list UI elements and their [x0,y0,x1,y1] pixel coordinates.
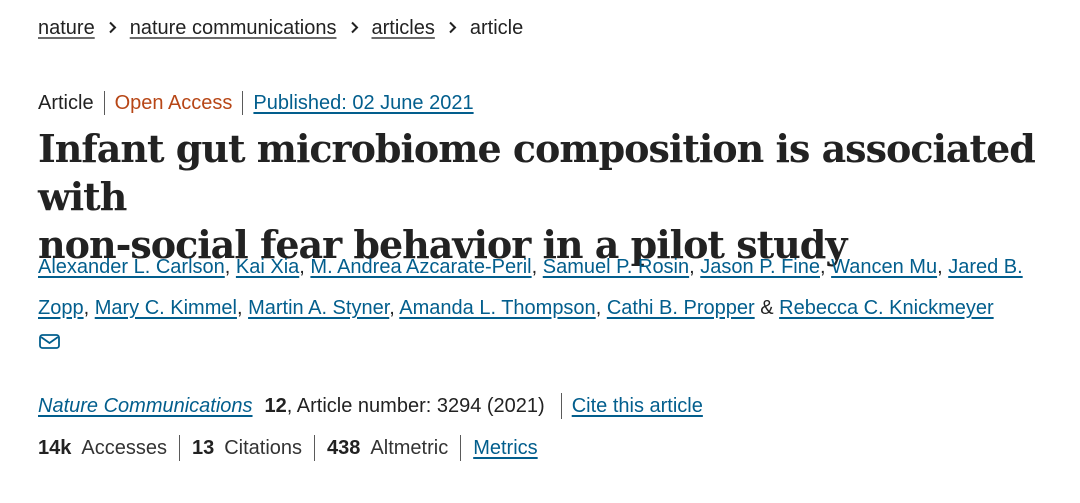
altmetric-label: Altmetric [370,436,449,459]
title-line-2: non-social fear behavior in a pilot stud… [38,222,847,267]
author-link[interactable]: Wancen Mu [831,256,938,278]
author-separator: , [224,256,236,278]
breadcrumb-link-nature-communications[interactable]: nature communications [129,17,337,39]
author-link[interactable]: Mary C. Kimmel [94,297,237,319]
divider [103,91,105,115]
breadcrumb-current: article [469,17,524,39]
author-separator: , [389,297,400,319]
open-access-label: Open Access [114,91,233,114]
article-metrics: 14k Accesses 13 Citations 438 Altmetric … [38,435,538,461]
author-list: Alexander L. Carlson, Kai Xia, M. Andrea… [38,247,1048,329]
chevron-right-icon [350,18,359,39]
altmetric-score: 438 [327,436,361,459]
author-link[interactable]: Samuel P. Rosin [542,256,690,278]
author-separator: , [83,297,95,319]
author-link[interactable]: Jason P. Fine [700,256,820,278]
accesses-label: Accesses [81,436,167,459]
divider [460,435,462,461]
author-link[interactable]: Martin A. Styner [248,297,390,319]
author-separator: , [299,256,311,278]
metrics-link[interactable]: Metrics [473,436,538,459]
citations-label: Citations [224,436,303,459]
accesses-count: 14k [38,436,72,459]
breadcrumb-link-articles[interactable]: articles [371,17,435,39]
article-type: Article [38,91,94,114]
published-date-link[interactable]: Published: 02 June 2021 [253,91,474,114]
journal-info: Nature Communications 12 , Article numbe… [38,393,703,419]
corresponding-author-contact[interactable] [38,333,62,356]
author-joiner: & [754,297,780,319]
author-link[interactable]: Alexander L. Carlson [38,256,225,278]
author-separator: , [689,256,701,278]
author-separator: , [937,256,949,278]
divider [178,435,180,461]
author-separator: , [595,297,607,319]
author-link[interactable]: M. Andrea Azcarate-Peril [310,256,532,278]
title-line-1: Infant gut microbiome composition is ass… [38,126,1036,219]
citations-count: 13 [191,436,215,459]
article-meta: Article Open Access Published: 02 June 2… [38,91,484,115]
breadcrumb-link-nature[interactable]: nature [38,17,95,39]
journal-volume: 12 [264,394,287,417]
author-link[interactable]: Kai Xia [235,256,300,278]
breadcrumb: nature nature communications articles ar… [38,17,523,40]
author-link[interactable]: Rebecca C. Knickmeyer [779,297,994,319]
chevron-right-icon [448,18,457,39]
divider [560,393,562,419]
author-link[interactable]: Amanda L. Thompson [399,297,596,319]
article-title: Infant gut microbiome composition is ass… [38,125,1058,269]
author-separator: , [236,297,249,319]
journal-link[interactable]: Nature Communications [38,394,253,417]
divider [242,91,244,115]
author-separator: , [819,256,832,278]
article-number: , Article number: 3294 (2021) [286,394,545,417]
author-link[interactable]: Jared B. Zopp [38,256,1023,319]
author-separator: , [531,256,543,278]
mail-icon[interactable] [38,334,62,355]
divider [314,435,316,461]
author-link[interactable]: Cathi B. Propper [606,297,755,319]
chevron-right-icon [108,18,117,39]
cite-article-link[interactable]: Cite this article [571,394,703,417]
